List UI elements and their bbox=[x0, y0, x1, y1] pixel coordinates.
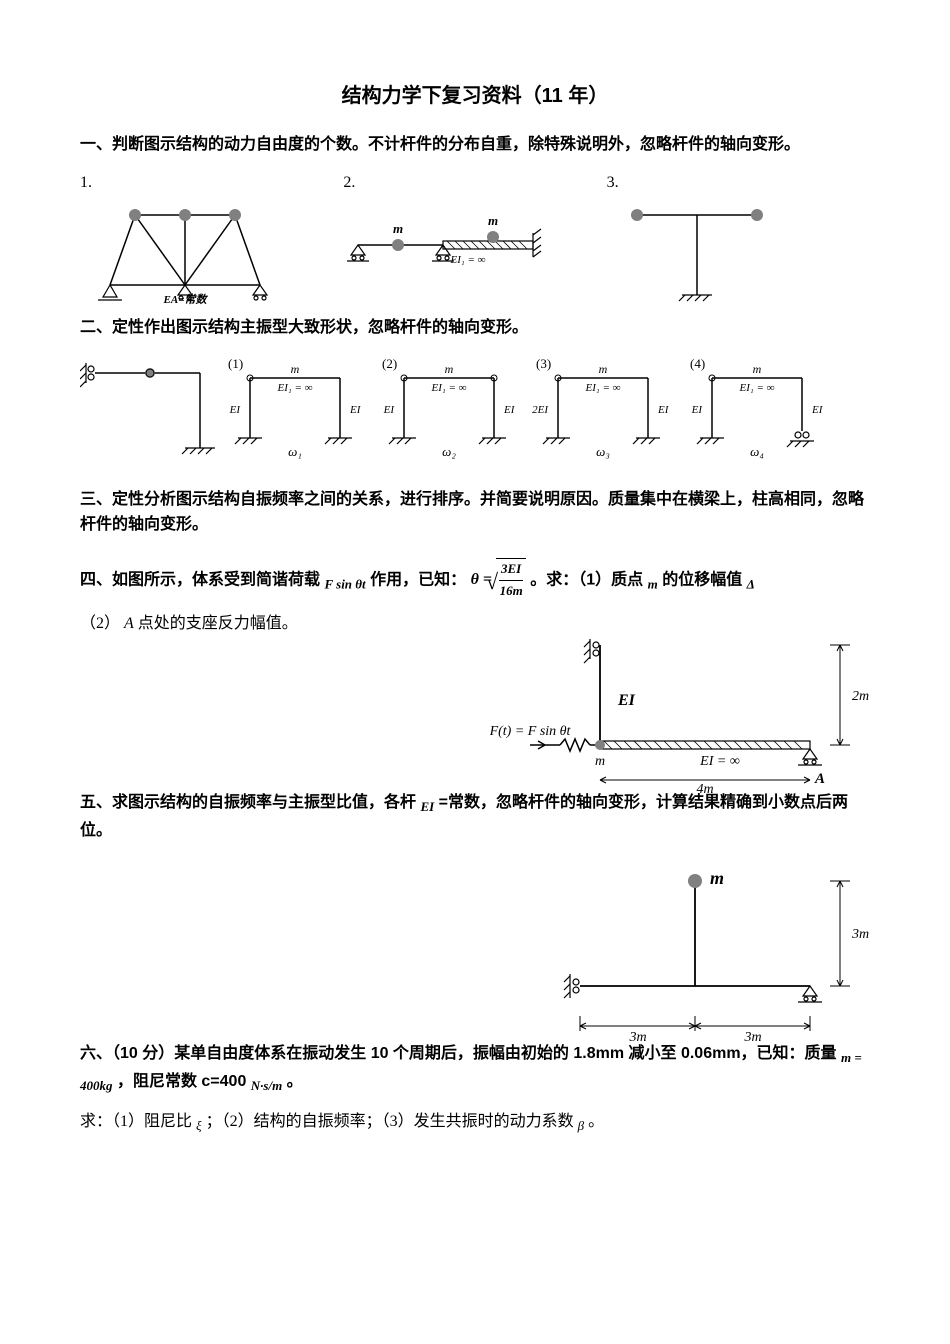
svg-text:ω₄: ω₄ bbox=[750, 444, 764, 459]
section2-figs: (1) m EI₁ = ∞ EI EI ω₁ (2) bbox=[80, 353, 870, 463]
svg-text:EI: EI bbox=[811, 404, 824, 416]
svg-text:m: m bbox=[291, 362, 300, 376]
svg-text:m: m bbox=[488, 213, 498, 228]
svg-text:(3): (3) bbox=[536, 356, 551, 371]
svg-text:EI = ∞: EI = ∞ bbox=[699, 754, 740, 769]
section6-heading: 六、（10 分）某单自由度体系在振动发生 10 个周期后，振幅由初始的 1.8m… bbox=[80, 1041, 870, 1097]
fig3-frame bbox=[607, 195, 787, 305]
fig1-num: 1. bbox=[80, 174, 92, 191]
section3-heading: 三、定性分析图示结构自振频率之间的关系，进行排序。并简要说明原因。质量集中在横梁… bbox=[80, 487, 870, 538]
svg-text:EI₁ = ∞: EI₁ = ∞ bbox=[739, 382, 775, 394]
section5-figure: m 3m 3m 3m bbox=[540, 856, 870, 1046]
section4-heading: 四、如图所示，体系受到简谐荷载 F sin θt 作用，已知： θ = √ 3E… bbox=[80, 558, 870, 603]
svg-text:m: m bbox=[753, 362, 762, 376]
svg-text:m: m bbox=[710, 868, 724, 888]
page-title: 结构力学下复习资料（11 年） bbox=[80, 80, 870, 112]
svg-text:EI: EI bbox=[349, 404, 362, 416]
svg-text:2EI: 2EI bbox=[532, 404, 549, 416]
svg-text:(2): (2) bbox=[382, 356, 397, 371]
svg-text:3m: 3m bbox=[851, 927, 869, 942]
svg-text:EA=常数: EA=常数 bbox=[163, 293, 209, 305]
section2-frame-3: (3) m EI₁ = ∞ 2EI EI ω₃ bbox=[528, 353, 678, 463]
svg-text:EI₁ = ∞: EI₁ = ∞ bbox=[585, 382, 621, 394]
svg-text:A: A bbox=[814, 771, 825, 787]
svg-text:(1): (1) bbox=[228, 356, 243, 371]
svg-text:ω₁: ω₁ bbox=[288, 444, 302, 459]
section2-frame-4: (4) m EI₁ = ∞ EI EI ω₄ bbox=[682, 353, 832, 463]
fig3-num: 3. bbox=[607, 174, 619, 191]
fig1-truss: EA=常数 bbox=[80, 195, 270, 305]
section2-heading: 二、定性作出图示结构主振型大致形状，忽略杆件的轴向变形。 bbox=[80, 315, 870, 341]
svg-text:EI: EI bbox=[691, 404, 704, 416]
section6-line2: 求：（1）阻尼比 ξ ；（2）结构的自振频率；（3）发生共振时的动力系数 β 。 bbox=[80, 1109, 870, 1137]
fig2-beam: m m EI₁ = ∞ bbox=[343, 195, 553, 275]
svg-text:EI: EI bbox=[503, 404, 516, 416]
svg-text:m: m bbox=[599, 362, 608, 376]
svg-text:(4): (4) bbox=[690, 356, 705, 371]
svg-text:ω₂: ω₂ bbox=[442, 444, 456, 459]
svg-text:2m: 2m bbox=[852, 689, 869, 704]
svg-text:EI₁ = ∞: EI₁ = ∞ bbox=[450, 254, 486, 266]
svg-text:EI: EI bbox=[383, 404, 396, 416]
svg-text:EI: EI bbox=[229, 404, 242, 416]
section4-line2: （2） A 点处的支座反力幅值。 bbox=[80, 611, 870, 637]
section5-heading: 五、求图示结构的自振频率与主振型比值，各杆 EI =常数，忽略杆件的轴向变形，计… bbox=[80, 790, 870, 844]
section2-frame-1: (1) m EI₁ = ∞ EI EI ω₁ bbox=[220, 353, 370, 463]
fig2-num: 2. bbox=[343, 174, 355, 191]
svg-text:EI: EI bbox=[657, 404, 670, 416]
svg-text:F(t) = F sin θt: F(t) = F sin θt bbox=[490, 724, 572, 739]
section2-fig0 bbox=[80, 353, 220, 463]
section1-heading: 一、判断图示结构的动力自由度的个数。不计杆件的分布自重，除特殊说明外，忽略杆件的… bbox=[80, 132, 870, 158]
svg-text:m: m bbox=[595, 754, 605, 769]
svg-text:ω₃: ω₃ bbox=[596, 444, 610, 459]
svg-text:EI: EI bbox=[617, 692, 636, 709]
section2-frame-2: (2) m EI₁ = ∞ EI EI ω₂ bbox=[374, 353, 524, 463]
section4-figure: EI F(t) = F sin θt m EI = ∞ A 4m 2m bbox=[490, 635, 870, 795]
svg-text:EI₁ = ∞: EI₁ = ∞ bbox=[277, 382, 313, 394]
svg-text:EI₁ = ∞: EI₁ = ∞ bbox=[431, 382, 467, 394]
svg-text:m: m bbox=[445, 362, 454, 376]
svg-text:m: m bbox=[393, 221, 403, 236]
section1-figs: 1. bbox=[80, 170, 870, 306]
